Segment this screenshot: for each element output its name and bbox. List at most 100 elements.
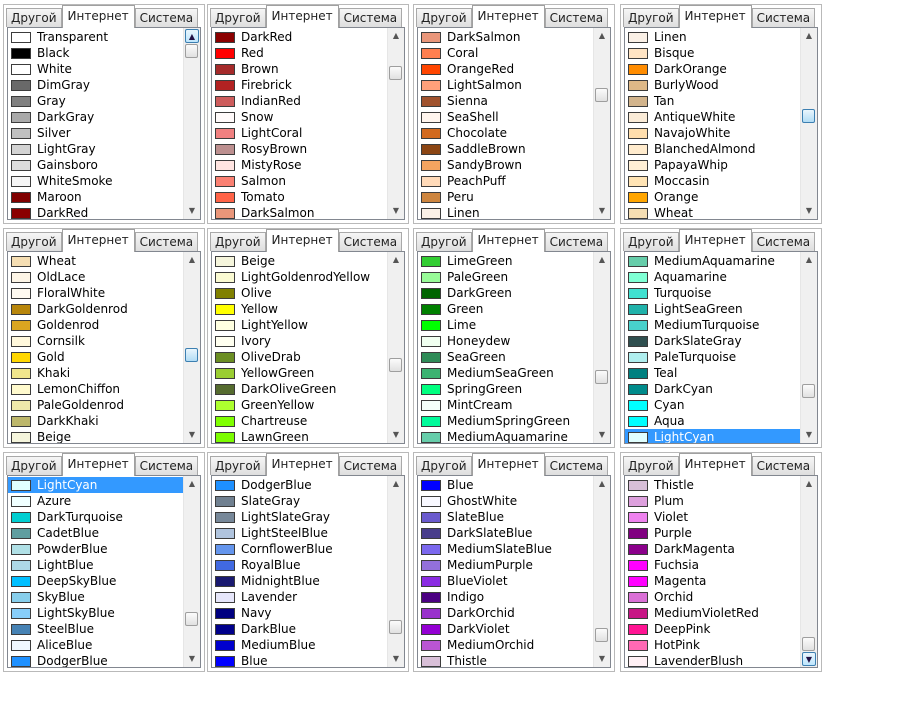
list-item[interactable]: LightCyan [8, 477, 183, 493]
list-item[interactable]: Silver [8, 125, 183, 141]
tab-other[interactable]: Другой [210, 8, 266, 27]
list-item[interactable]: WhiteSmoke [8, 173, 183, 189]
list-item[interactable]: Thistle [625, 477, 800, 493]
list-item[interactable]: Goldenrod [8, 317, 183, 333]
tab-internet[interactable]: Интернет [265, 453, 339, 476]
tab-other[interactable]: Другой [416, 232, 472, 251]
tab-internet[interactable]: Интернет [471, 453, 545, 476]
list-item[interactable]: IndianRed [212, 93, 387, 109]
scroll-down-arrow-icon[interactable]: ▼ [805, 206, 813, 215]
list-item[interactable]: Cyan [625, 397, 800, 413]
scroll-thumb[interactable] [595, 88, 608, 102]
color-list[interactable]: DodgerBlue SlateGray LightSlateGray LightSt… [211, 475, 405, 668]
list-item[interactable]: LavenderBlush [625, 653, 800, 667]
tab-system[interactable]: Система [134, 232, 199, 251]
list-item[interactable]: MediumVioletRed [625, 605, 800, 621]
scroll-thumb[interactable] [802, 637, 815, 651]
list-item[interactable]: DarkOrchid [418, 605, 593, 621]
list-item[interactable]: Orchid [625, 589, 800, 605]
color-list[interactable]: Wheat OldLace FloralWhite DarkGoldenrod Gold… [7, 251, 201, 444]
scroll-up-arrow-icon[interactable]: ▲ [598, 255, 606, 264]
list-item[interactable]: Blue [418, 477, 593, 493]
list-item[interactable]: Maroon [8, 189, 183, 205]
list-item[interactable]: DeepPink [625, 621, 800, 637]
list-item[interactable]: DarkSlateBlue [418, 525, 593, 541]
scroll-up-arrow-icon[interactable]: ▲ [392, 31, 400, 40]
color-list[interactable]: DarkRed Red Brown Firebrick IndianRed Snow Lig… [211, 27, 405, 220]
scroll-up-arrow-icon[interactable]: ▲ [188, 479, 196, 488]
list-item[interactable]: DarkSlateGray [625, 333, 800, 349]
list-item[interactable]: MediumAquamarine [625, 253, 800, 269]
list-item[interactable]: SaddleBrown [418, 141, 593, 157]
tab-internet[interactable]: Интернет [678, 229, 752, 252]
list-item[interactable]: LightSeaGreen [625, 301, 800, 317]
list-item[interactable]: OldLace [8, 269, 183, 285]
list-item[interactable]: AliceBlue [8, 637, 183, 653]
list-item[interactable]: Magenta [625, 573, 800, 589]
tab-internet[interactable]: Интернет [678, 5, 752, 28]
list-item[interactable]: SeaShell [418, 109, 593, 125]
list-item[interactable]: DarkGreen [418, 285, 593, 301]
tab-internet[interactable]: Интернет [678, 453, 752, 476]
list-item[interactable]: BlanchedAlmond [625, 141, 800, 157]
list-item[interactable]: Gainsboro [8, 157, 183, 173]
list-item[interactable]: Teal [625, 365, 800, 381]
tab-other[interactable]: Другой [6, 456, 62, 475]
list-item[interactable]: Wheat [8, 253, 183, 269]
list-item[interactable]: PaleGoldenrod [8, 397, 183, 413]
color-list[interactable]: Beige LightGoldenrodYellow Olive Yellow Ligh… [211, 251, 405, 444]
tab-internet[interactable]: Интернет [61, 453, 135, 476]
list-item[interactable]: DarkGoldenrod [8, 301, 183, 317]
color-list[interactable]: Linen Bisque DarkOrange BurlyWood Tan Antique… [624, 27, 818, 220]
list-item[interactable]: DodgerBlue [8, 653, 183, 667]
list-item[interactable]: Cornsilk [8, 333, 183, 349]
list-item[interactable]: SpringGreen [418, 381, 593, 397]
list-item[interactable]: CadetBlue [8, 525, 183, 541]
list-item[interactable]: Fuchsia [625, 557, 800, 573]
list-item[interactable]: LightSalmon [418, 77, 593, 93]
list-item[interactable]: Gray [8, 93, 183, 109]
list-item[interactable]: MediumAquamarine [418, 429, 593, 443]
scroll-down-arrow-icon[interactable]: ▼ [188, 206, 196, 215]
color-list[interactable]: LightCyan Azure DarkTurquoise CadetBlue Powd… [7, 475, 201, 668]
list-item[interactable]: LightBlue [8, 557, 183, 573]
list-item[interactable]: Violet [625, 509, 800, 525]
tab-system[interactable]: Система [544, 456, 609, 475]
list-item[interactable]: BurlyWood [625, 77, 800, 93]
list-item[interactable]: SlateGray [212, 493, 387, 509]
scroll-down-arrow-icon[interactable]: ▼ [392, 654, 400, 663]
scroll-up-arrow-icon[interactable]: ▲ [805, 31, 813, 40]
tab-system[interactable]: Система [134, 8, 199, 27]
scroll-thumb[interactable] [802, 109, 815, 123]
list-item[interactable]: MediumTurquoise [625, 317, 800, 333]
list-item[interactable]: OliveDrab [212, 349, 387, 365]
list-item[interactable]: Brown [212, 61, 387, 77]
list-item[interactable]: Purple [625, 525, 800, 541]
tab-other[interactable]: Другой [623, 8, 679, 27]
scroll-thumb[interactable] [185, 612, 198, 626]
list-item[interactable]: DarkRed [8, 205, 183, 219]
list-item[interactable]: SandyBrown [418, 157, 593, 173]
tab-internet[interactable]: Интернет [471, 229, 545, 252]
tab-system[interactable]: Система [338, 232, 403, 251]
list-item[interactable]: Snow [212, 109, 387, 125]
list-item[interactable]: Beige [212, 253, 387, 269]
list-item[interactable]: PeachPuff [418, 173, 593, 189]
list-item[interactable]: MintCream [418, 397, 593, 413]
scroll-down-arrow-icon[interactable]: ▼ [598, 206, 606, 215]
vertical-scrollbar[interactable]: ▲ ▼ [183, 28, 200, 219]
list-item[interactable]: Thistle [418, 653, 593, 667]
color-list[interactable]: MediumAquamarine Aquamarine Turquoise Light… [624, 251, 818, 444]
list-item[interactable]: LawnGreen [212, 429, 387, 443]
tab-other[interactable]: Другой [210, 232, 266, 251]
scroll-down-arrow-icon[interactable]: ▼ [392, 206, 400, 215]
scroll-up-arrow-icon[interactable]: ▲ [598, 479, 606, 488]
list-item[interactable]: LimeGreen [418, 253, 593, 269]
list-item[interactable]: Black [8, 45, 183, 61]
list-item[interactable]: Orange [625, 189, 800, 205]
tab-system[interactable]: Система [134, 456, 199, 475]
list-item[interactable]: AntiqueWhite [625, 109, 800, 125]
scroll-thumb[interactable] [595, 370, 608, 384]
list-item[interactable]: Indigo [418, 589, 593, 605]
tab-system[interactable]: Система [338, 8, 403, 27]
